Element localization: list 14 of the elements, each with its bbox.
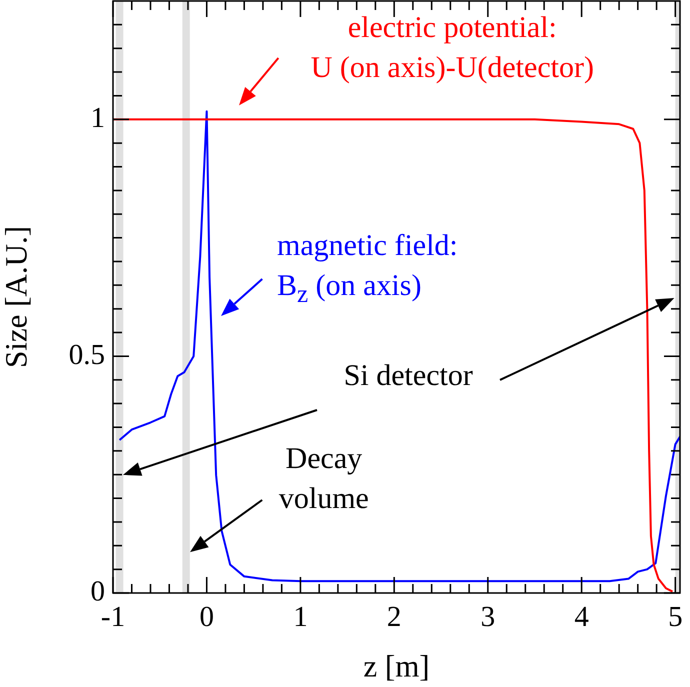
y-tick-label: 1 xyxy=(90,102,105,134)
annotation: Decay volume xyxy=(278,441,369,518)
x-tick-label: 3 xyxy=(480,601,496,634)
annotation: Si detector xyxy=(344,358,473,394)
x-axis-title: z [m] xyxy=(363,648,430,684)
x-tick-label: 5 xyxy=(668,601,683,634)
x-tick-label: 2 xyxy=(386,601,402,634)
y-axis-title: Size [A.U.] xyxy=(0,226,34,368)
x-tick-label: 4 xyxy=(574,601,590,634)
x-tick-label: 1 xyxy=(293,601,308,634)
series-label: electric potential: U (on axis)-U(detector) xyxy=(310,10,594,86)
x-tick-label: 0 xyxy=(199,601,214,634)
y-tick-label: 0.5 xyxy=(68,338,105,371)
text: magnetic field: B$_{z}$ (on axis) xyxy=(277,228,458,310)
